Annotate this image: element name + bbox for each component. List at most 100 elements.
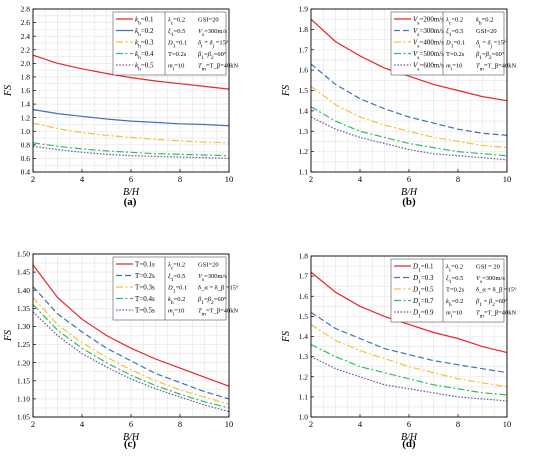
x-axis-label: B/H bbox=[401, 432, 418, 443]
legend-label: T=0.1s bbox=[135, 261, 155, 269]
x-tick-label: 4 bbox=[358, 174, 363, 184]
series-line-3 bbox=[310, 323, 508, 388]
legend-label: Vs=500m/s bbox=[413, 50, 444, 61]
param-label: mi=10 bbox=[168, 63, 184, 73]
series-line-5 bbox=[32, 145, 230, 159]
y-tick-label: 1.7 bbox=[299, 272, 309, 281]
panel-label: (d) bbox=[402, 438, 416, 450]
y-tick-label: 1.6 bbox=[299, 66, 309, 75]
chart-panel-1: 2 4 6 8 10 0.4 0.6 0.8 1.0 1.2 1.4 1.6 1.8 2.0 2.2 2.4 2… bbox=[3, 5, 239, 208]
series-line-5 bbox=[32, 311, 230, 413]
param-label: λc=0.2 bbox=[445, 17, 463, 27]
y-tick-label: 1.4 bbox=[299, 332, 309, 341]
x-axis-label: B/H bbox=[401, 187, 418, 198]
y-tick-label: 0.8 bbox=[21, 140, 31, 149]
y-tick-label: 2.0 bbox=[21, 59, 31, 68]
param-label: Vs=300m/s bbox=[476, 275, 505, 285]
legend-label: D1=0.3 bbox=[412, 274, 434, 285]
param-label: GSI=20 bbox=[198, 17, 219, 24]
param-label: T=0.2s bbox=[168, 51, 187, 58]
series-line-5 bbox=[310, 116, 508, 161]
legend-label: Vs=300m/s bbox=[413, 27, 444, 38]
y-tick-label: 1.30 bbox=[17, 322, 30, 331]
series-line-2 bbox=[310, 63, 508, 136]
y-tick-label: 2.6 bbox=[21, 18, 31, 27]
chart-panel-2: 2 4 6 8 10 1.1 1.2 1.3 1.4 1.5 1.6 1.7 1.8 1.9 B/H FS Vs… bbox=[281, 5, 517, 208]
legend-label: T=0.3s bbox=[135, 284, 155, 292]
y-tick-label: 1.15 bbox=[17, 376, 30, 385]
legend-label: Vs=600m/s bbox=[413, 62, 444, 73]
chart-panel-4: 2 4 6 8 10 1.0 1.1 1.2 1.3 1.4 1.5 1.6 1.7 1.8 B/H FS D1… bbox=[281, 252, 517, 450]
param-label: GSI = 20 bbox=[476, 264, 500, 271]
y-tick-label: 1.0 bbox=[299, 413, 309, 422]
y-axis-label: FS bbox=[3, 330, 14, 342]
legend-label: T=0.2s bbox=[135, 272, 155, 280]
param-label: δi = δj =15° bbox=[198, 40, 229, 50]
y-tick-label: 1.25 bbox=[17, 340, 30, 349]
chart-panel-3: 2 4 6 8 10 1.05 1.10 1.15 1.20 1.25 1.30 1.35 1.40 1.… bbox=[3, 250, 239, 450]
param-label: Vs=300m/s bbox=[198, 273, 227, 283]
param-label: GSI=20 bbox=[198, 262, 219, 269]
param-label: ξ1=0.5 bbox=[446, 28, 463, 38]
y-tick-label: 1.40 bbox=[17, 286, 30, 295]
param-label: δ_α = δ_β =15° bbox=[198, 285, 239, 292]
series-line-1 bbox=[310, 18, 508, 102]
y-axis-label: FS bbox=[281, 85, 292, 97]
y-tick-label: 1.2 bbox=[21, 113, 31, 122]
param-label: kh=0.2 bbox=[476, 17, 493, 27]
y-tick-label: 1.1 bbox=[299, 392, 309, 401]
y-tick-label: 1.8 bbox=[21, 73, 31, 82]
x-tick-label: 6 bbox=[407, 419, 411, 429]
y-tick-label: 2.8 bbox=[21, 5, 31, 14]
x-tick-label: 8 bbox=[456, 174, 460, 184]
y-tick-label: 1.6 bbox=[21, 86, 31, 95]
y-tick-label: 1.1 bbox=[299, 168, 309, 177]
y-tick-label: 1.0 bbox=[21, 127, 31, 136]
legend-box bbox=[112, 256, 227, 321]
legend-label: D1=0.7 bbox=[412, 297, 434, 308]
y-tick-label: 1.3 bbox=[299, 352, 309, 361]
legend-box bbox=[112, 11, 227, 76]
series-line-4 bbox=[32, 304, 230, 409]
plot-frame bbox=[32, 8, 230, 173]
y-tick-label: 0.4 bbox=[21, 168, 31, 177]
series-line-2 bbox=[32, 108, 230, 127]
param-label: β1=β2=60° bbox=[197, 296, 227, 306]
y-tick-label: 1.7 bbox=[299, 45, 309, 54]
legend-label: kh=0.3 bbox=[135, 39, 154, 50]
param-label: Tm=T_β=40kN bbox=[476, 63, 517, 73]
param-label: mi=10 bbox=[168, 308, 184, 318]
param-label: mi=10 bbox=[446, 63, 462, 73]
param-label: Tm=T_β=40kN bbox=[198, 308, 239, 318]
param-label: β1=β2=60° bbox=[475, 51, 505, 61]
legend-box bbox=[390, 11, 505, 76]
x-tick-label: 10 bbox=[503, 174, 512, 184]
legend-label: T=0.4s bbox=[135, 295, 155, 303]
legend-label: D1=0.1 bbox=[412, 263, 434, 274]
series-line-4 bbox=[32, 142, 230, 157]
series-line-2 bbox=[310, 311, 508, 374]
series-line-4 bbox=[310, 106, 508, 157]
param-label: T=0.2s bbox=[446, 51, 465, 58]
legend-label: kh=0.1 bbox=[135, 16, 154, 27]
param-label: T=0.2s bbox=[446, 287, 465, 294]
param-label: δ_α = δ_β =15° bbox=[476, 287, 517, 294]
series-line-3 bbox=[310, 85, 508, 149]
y-tick-label: 1.05 bbox=[17, 413, 30, 422]
y-tick-label: 1.20 bbox=[17, 358, 30, 367]
series-line-3 bbox=[32, 122, 230, 144]
param-label: D1=0.1 bbox=[167, 40, 187, 50]
param-label: Tm=T_β=40kN bbox=[198, 63, 239, 73]
panel-label: (a) bbox=[124, 196, 137, 208]
x-tick-label: 10 bbox=[503, 419, 512, 429]
x-tick-label: 2 bbox=[309, 174, 313, 184]
y-tick-label: 1.35 bbox=[17, 304, 30, 313]
y-tick-label: 1.4 bbox=[21, 100, 31, 109]
param-label: λc=0.2 bbox=[167, 262, 185, 272]
x-tick-label: 6 bbox=[407, 174, 411, 184]
param-label: D1=0.1 bbox=[445, 40, 465, 50]
x-tick-label: 4 bbox=[358, 419, 363, 429]
plot-frame bbox=[310, 8, 508, 173]
legend-label: D1=0.5 bbox=[412, 286, 434, 297]
param-label: kh=0.2 bbox=[446, 298, 463, 308]
